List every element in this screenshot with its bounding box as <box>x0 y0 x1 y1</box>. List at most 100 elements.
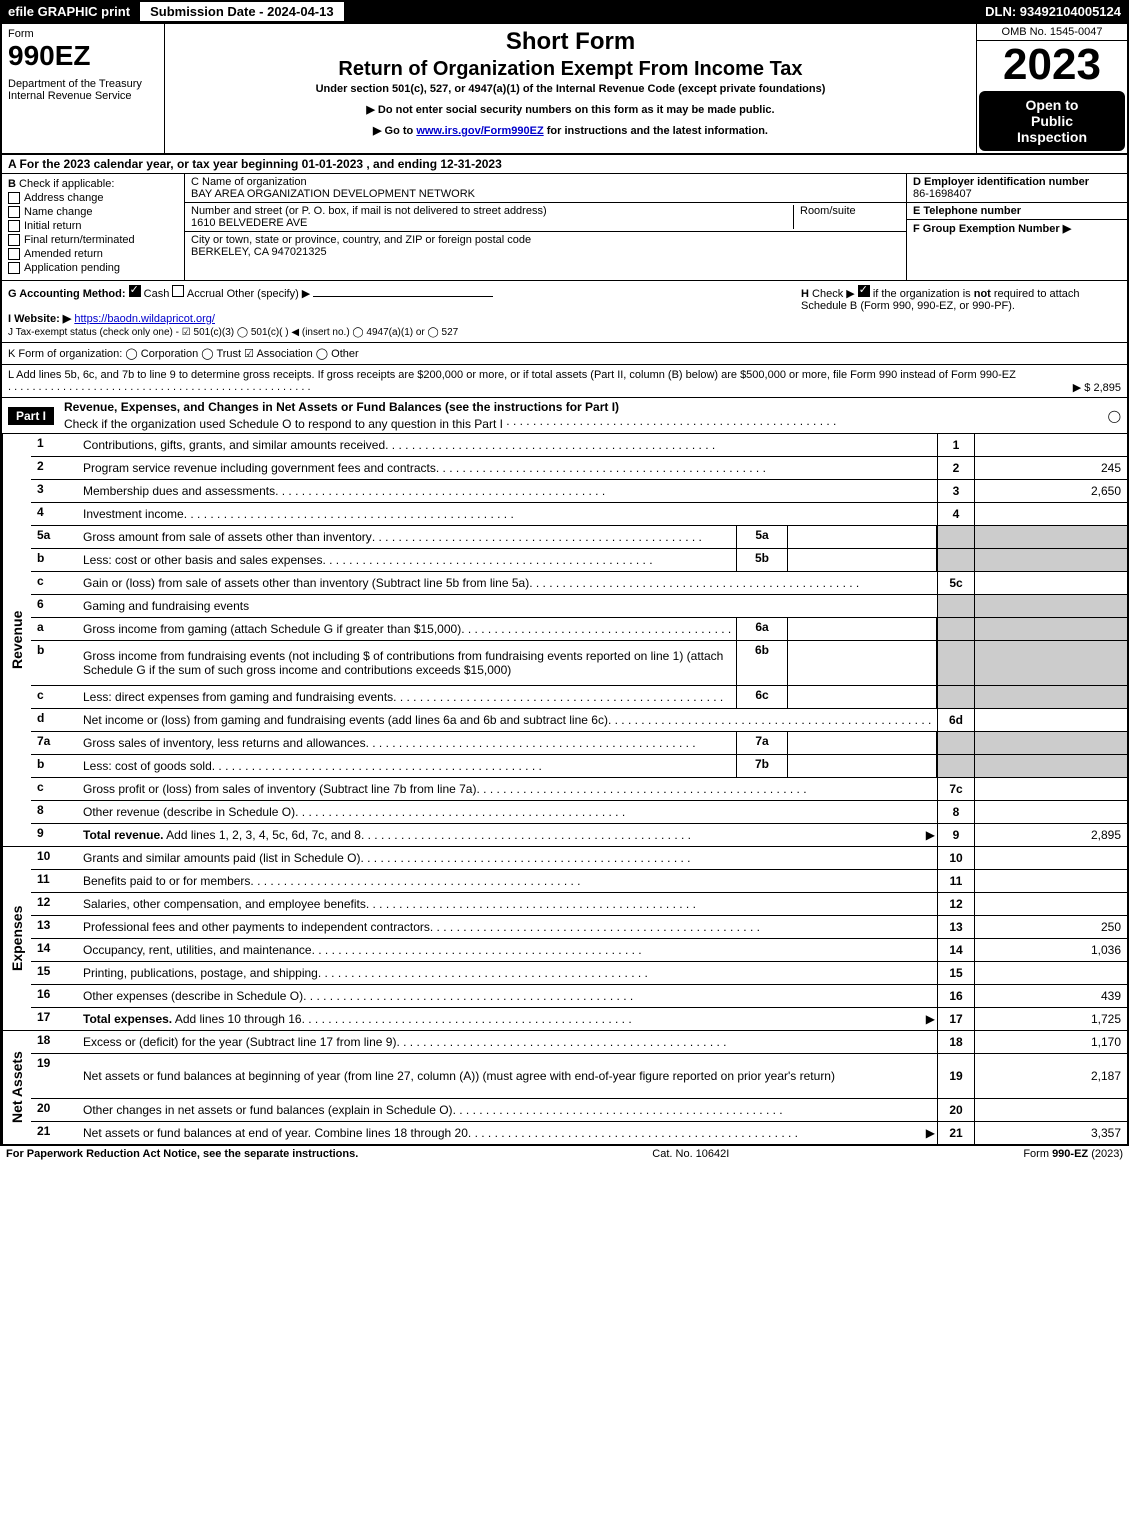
line-row: 14Occupancy, rent, utilities, and mainte… <box>31 939 1127 962</box>
i-label: I Website: ▶ <box>8 313 71 325</box>
open-to-public: Open to Public Inspection <box>979 91 1125 151</box>
sub-line-label: 6b <box>736 641 788 685</box>
line-description: Benefits paid to or for members <box>81 870 937 892</box>
line-value <box>974 526 1127 548</box>
expenses-body: 10Grants and similar amounts paid (list … <box>31 847 1127 1030</box>
line-box-number: 4 <box>937 503 974 525</box>
line-description: Salaries, other compensation, and employ… <box>81 893 937 915</box>
sub-line-value <box>788 549 937 571</box>
checkbox-icon <box>8 206 20 218</box>
line-number: 8 <box>31 801 81 823</box>
arrow-icon: ▶ <box>926 1126 935 1140</box>
b-label: B <box>8 178 16 190</box>
line-description: Gross profit or (loss) from sales of inv… <box>81 778 937 800</box>
submission-date: Submission Date - 2024-04-13 <box>138 0 346 23</box>
line-value <box>974 709 1127 731</box>
omb-number: OMB No. 1545-0047 <box>977 24 1127 41</box>
line-value: 2,187 <box>974 1054 1127 1098</box>
cb-accrual[interactable] <box>172 285 184 297</box>
line-row: aGross income from gaming (attach Schedu… <box>31 618 1127 641</box>
form-header: Form 990EZ Department of the Treasury In… <box>2 24 1127 155</box>
line-description: Gain or (loss) from sale of assets other… <box>81 572 937 594</box>
line-description: Less: cost or other basis and sales expe… <box>81 549 736 571</box>
checkbox-icon <box>8 220 20 232</box>
cb-name-change[interactable]: Name change <box>8 206 178 218</box>
d-phone-label: E Telephone number <box>913 205 1021 217</box>
line-row: 1Contributions, gifts, grants, and simil… <box>31 434 1127 457</box>
line-number: 11 <box>31 870 81 892</box>
sub-line-value <box>788 618 937 640</box>
c-addr: 1610 BELVEDERE AVE <box>191 217 793 229</box>
line-row: 2Program service revenue including gover… <box>31 457 1127 480</box>
netassets-body: 18Excess or (deficit) for the year (Subt… <box>31 1031 1127 1144</box>
sub-line-label: 7a <box>736 732 788 754</box>
cb-h-checked[interactable] <box>858 285 870 297</box>
line-box-number: 19 <box>937 1054 974 1098</box>
org-name-row: C Name of organization BAY AREA ORGANIZA… <box>185 174 906 203</box>
line-number: 18 <box>31 1031 81 1053</box>
line-number: c <box>31 686 81 708</box>
line-description: Occupancy, rent, utilities, and maintena… <box>81 939 937 961</box>
line-value <box>974 732 1127 754</box>
line-row: bGross income from fundraising events (n… <box>31 641 1127 686</box>
checkbox-icon <box>8 234 20 246</box>
sub-line-label: 6a <box>736 618 788 640</box>
line-box-number: 10 <box>937 847 974 869</box>
line-row: 15Printing, publications, postage, and s… <box>31 962 1127 985</box>
b-title: Check if applicable: <box>19 178 114 190</box>
sub-line-value <box>788 686 937 708</box>
section-a-tax-year: A For the 2023 calendar year, or tax yea… <box>2 155 1127 174</box>
line-row: 17Total expenses. Add lines 10 through 1… <box>31 1008 1127 1030</box>
line-number: b <box>31 549 81 571</box>
part1-checkbox[interactable]: ◯ <box>1108 409 1121 423</box>
instruction-ssn: ▶ Do not enter social security numbers o… <box>175 103 966 116</box>
cb-initial-return[interactable]: Initial return <box>8 220 178 232</box>
line-description: Grants and similar amounts paid (list in… <box>81 847 937 869</box>
d-group-label: F Group Exemption Number ▶ <box>913 223 1071 235</box>
title-return: Return of Organization Exempt From Incom… <box>175 58 966 81</box>
line-value: 245 <box>974 457 1127 479</box>
website-link[interactable]: https://baodn.wildapricot.org/ <box>74 313 215 325</box>
line-description: Gross income from fundraising events (no… <box>81 641 736 685</box>
line-box-number: 1 <box>937 434 974 456</box>
g-label: G Accounting Method: <box>8 288 126 300</box>
line-value <box>974 1099 1127 1121</box>
header-center: Short Form Return of Organization Exempt… <box>165 24 976 153</box>
cb-address-change[interactable]: Address change <box>8 192 178 204</box>
line-number: d <box>31 709 81 731</box>
revenue-section: Revenue 1Contributions, gifts, grants, a… <box>2 434 1127 847</box>
line-row: 10Grants and similar amounts paid (list … <box>31 847 1127 870</box>
line-value <box>974 595 1127 617</box>
line-description: Contributions, gifts, grants, and simila… <box>81 434 937 456</box>
d-ein-label: D Employer identification number <box>913 176 1089 188</box>
line-value <box>974 572 1127 594</box>
line-value: 250 <box>974 916 1127 938</box>
line-number: c <box>31 572 81 594</box>
part1-check: Check if the organization used Schedule … <box>64 417 503 431</box>
line-row: 20Other changes in net assets or fund ba… <box>31 1099 1127 1122</box>
line-description: Gaming and fundraising events <box>81 595 937 617</box>
line-description: Net income or (loss) from gaming and fun… <box>81 709 937 731</box>
line-row: 4Investment income4 <box>31 503 1127 526</box>
line-number: 21 <box>31 1122 81 1144</box>
cb-cash-checked[interactable] <box>129 285 141 297</box>
cb-amended[interactable]: Amended return <box>8 248 178 260</box>
part1-header-row: Part I Revenue, Expenses, and Changes in… <box>2 398 1127 434</box>
line-number: c <box>31 778 81 800</box>
header-right: OMB No. 1545-0047 2023 Open to Public In… <box>976 24 1127 153</box>
line-row: 12Salaries, other compensation, and empl… <box>31 893 1127 916</box>
line-description: Net assets or fund balances at end of ye… <box>81 1122 937 1144</box>
form-label: Form <box>8 28 158 40</box>
line-description: Excess or (deficit) for the year (Subtra… <box>81 1031 937 1053</box>
line-description: Printing, publications, postage, and shi… <box>81 962 937 984</box>
c-city-label: City or town, state or province, country… <box>191 234 900 246</box>
cb-application-pending[interactable]: Application pending <box>8 262 178 274</box>
line-box-number <box>937 526 974 548</box>
line-description: Total revenue. Add lines 1, 2, 3, 4, 5c,… <box>81 824 937 846</box>
irs-link[interactable]: www.irs.gov/Form990EZ <box>416 125 543 137</box>
line-value <box>974 618 1127 640</box>
line-value <box>974 801 1127 823</box>
cb-final-return[interactable]: Final return/terminated <box>8 234 178 246</box>
sub-line-value <box>788 732 937 754</box>
line-box-number <box>937 755 974 777</box>
